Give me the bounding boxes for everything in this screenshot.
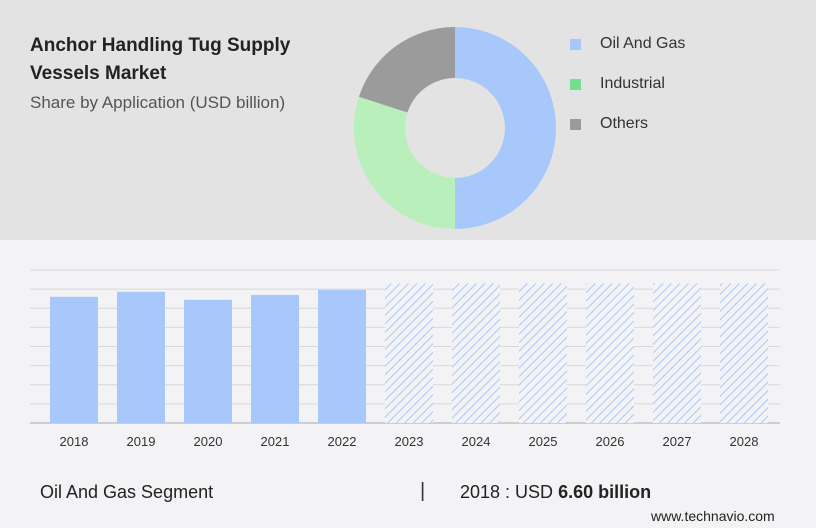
- legend-item-oil-and-gas: Oil And Gas: [570, 24, 685, 64]
- legend-label: Industrial: [600, 75, 665, 92]
- x-tick-label: 2027: [663, 434, 692, 449]
- legend-item-others: Others: [570, 104, 685, 144]
- segment-value: 2018 : USD 6.60 billion: [460, 482, 651, 503]
- donut-slice-industrial: [353, 96, 455, 230]
- legend-label: Others: [600, 115, 649, 132]
- forecast-bar-2023: [385, 283, 433, 423]
- forecast-bar-2024: [452, 283, 500, 423]
- bar-2018: [50, 296, 98, 423]
- bar-chart: 2018 2019 2020 2021 2022 2023 2024 2025 2026 2027…: [30, 269, 780, 449]
- forecast-bar-2025: [519, 283, 567, 423]
- x-tick-label: 2024: [462, 434, 491, 449]
- x-tick-label: 2020: [194, 434, 223, 449]
- segment-label: Oil And Gas Segment: [40, 482, 214, 502]
- x-tick-label: 2023: [395, 434, 424, 449]
- x-tick-label: 2019: [127, 434, 156, 449]
- x-tick-label: 2028: [730, 434, 759, 449]
- bar-2019: [117, 291, 165, 423]
- value-amount: 6.60 billion: [558, 482, 652, 502]
- x-tick-label: 2022: [328, 434, 357, 449]
- forecast-bar-2026: [586, 283, 634, 423]
- x-tick-label: 2026: [596, 434, 625, 449]
- bar-2020: [184, 299, 232, 423]
- donut-slice-oil-and-gas: [455, 27, 556, 229]
- year-prefix: 2018 : USD: [460, 482, 554, 502]
- chart-title: Anchor Handling Tug Supply Vessels Marke…: [30, 35, 291, 84]
- legend-swatch: [570, 118, 581, 130]
- legend: Oil And Gas Industrial Others: [570, 24, 685, 144]
- bar-2021: [251, 294, 299, 423]
- legend-label: Oil And Gas: [600, 35, 686, 52]
- chart-subtitle: Share by Application (USD billion): [30, 93, 286, 112]
- site-url: www.technavio.com: [651, 508, 775, 524]
- x-tick-label: 2018: [60, 434, 89, 449]
- donut-slice-others: [358, 27, 455, 113]
- forecast-bar-2028: [720, 283, 768, 423]
- donut-chart: [353, 27, 556, 230]
- bar-2022: [318, 289, 366, 423]
- x-tick-label: 2025: [529, 434, 558, 449]
- legend-swatch: [570, 78, 581, 90]
- legend-swatch: [570, 38, 581, 50]
- separator: |: [420, 480, 426, 502]
- x-tick-label: 2021: [261, 434, 290, 449]
- forecast-bar-2027: [653, 283, 701, 423]
- legend-item-industrial: Industrial: [570, 64, 685, 104]
